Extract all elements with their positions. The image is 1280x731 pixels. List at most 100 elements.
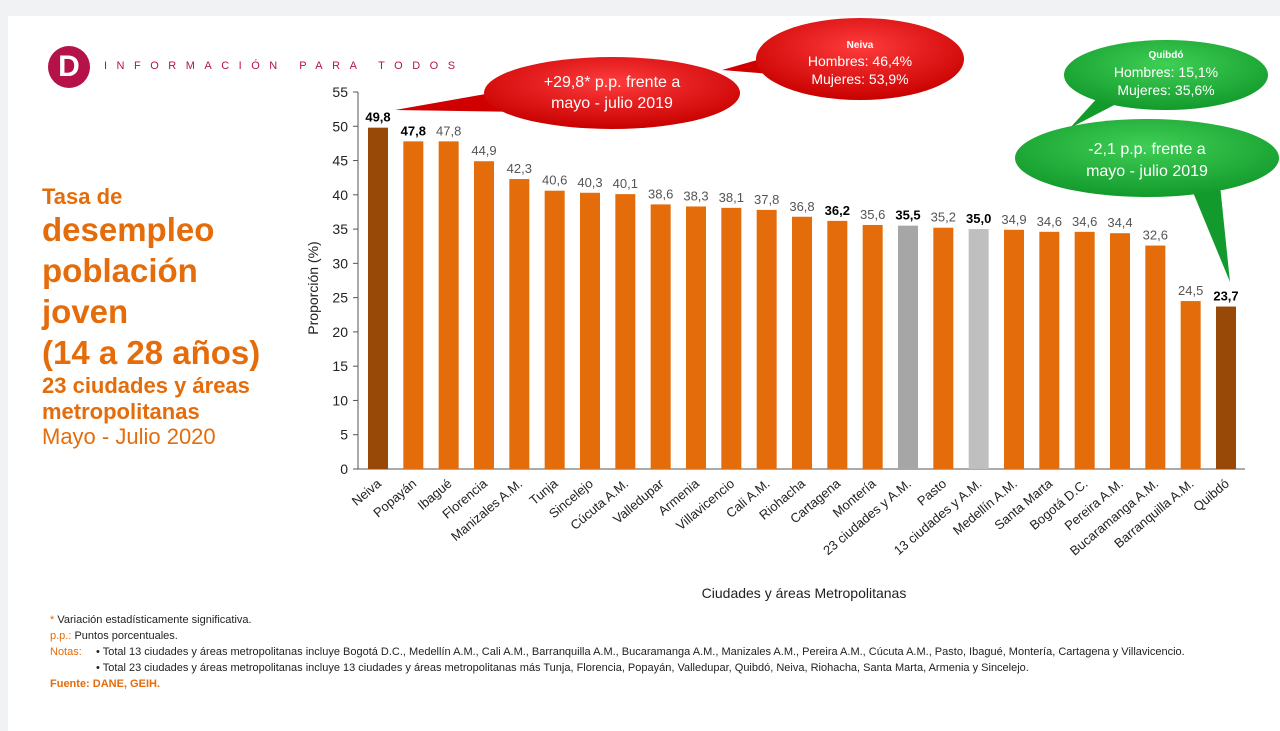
y-tick-label: 15 (332, 358, 348, 374)
data-label: 34,9 (1001, 212, 1026, 227)
data-label: 23,7 (1213, 289, 1238, 304)
source: Fuente: DANE, GEIH. (50, 678, 161, 690)
bar (368, 127, 388, 469)
y-tick-label: 50 (332, 118, 348, 134)
y-tick-label: 55 (332, 84, 348, 100)
data-label: 35,2 (931, 210, 956, 225)
y-tick-label: 40 (332, 187, 348, 203)
data-label: 40,3 (577, 175, 602, 190)
data-label: 34,4 (1107, 215, 1132, 230)
bar (1039, 231, 1060, 469)
bar (544, 190, 565, 470)
callout-text: Mujeres: 35,6% (1117, 82, 1214, 98)
data-label: 49,8 (365, 110, 390, 125)
quibdo-change-callout (1015, 119, 1279, 197)
bar (580, 192, 600, 469)
y-tick-label: 10 (332, 392, 348, 408)
bar (862, 224, 883, 469)
data-label: 36,8 (789, 199, 814, 214)
slide-title: Tasa de desempleo población joven (14 a … (42, 184, 260, 449)
data-label: 24,5 (1178, 283, 1203, 298)
bar (509, 179, 530, 469)
note-text: Puntos porcentuales. (74, 630, 178, 642)
bar (898, 225, 918, 469)
tagline: INFORMACIÓN PARA TODOS (104, 60, 465, 72)
callout-text: Hombres: 46,4% (808, 53, 912, 69)
callout-title: Neiva (847, 40, 874, 51)
note-label: Notas: (50, 646, 82, 658)
data-label: 34,6 (1072, 214, 1097, 229)
callout-text: Hombres: 15,1% (1114, 64, 1218, 80)
data-label: 35,0 (966, 211, 991, 226)
data-label: 42,3 (507, 161, 532, 176)
bar (756, 209, 777, 469)
bar (721, 207, 742, 470)
x-tick-label: Quibdó (1190, 476, 1232, 514)
title-line: joven (42, 293, 129, 331)
title-line: (14 a 28 años) (42, 334, 261, 372)
data-label: 34,6 (1037, 214, 1062, 229)
bar (403, 141, 424, 469)
footnotes: * Variación estadísticamente significati… (50, 612, 1256, 692)
bar (968, 229, 989, 469)
data-label: 36,2 (825, 203, 850, 218)
title-line: Tasa de (42, 184, 123, 209)
callout-text: mayo - julio 2019 (1086, 163, 1208, 180)
callout-text: +29,8* p.p. frente a (544, 74, 681, 91)
bar (792, 216, 812, 469)
note-label: p.p.: (50, 630, 72, 642)
y-tick-label: 0 (340, 461, 348, 477)
data-label: 47,8 (436, 123, 461, 138)
bar (1110, 233, 1130, 469)
bar (615, 194, 636, 469)
data-label: 40,6 (542, 173, 567, 188)
x-axis-label: Ciudades y áreas Metropolitanas (702, 585, 907, 601)
callout-text: mayo - julio 2019 (551, 95, 673, 112)
bar (1145, 245, 1166, 469)
data-label: 38,3 (683, 188, 708, 203)
bar (474, 161, 494, 470)
y-tick-label: 5 (340, 427, 348, 443)
data-label: 38,6 (648, 186, 673, 201)
bar (1216, 306, 1236, 469)
title-line: población (42, 252, 198, 290)
data-label: 32,6 (1143, 228, 1168, 243)
note-text: Variación estadísticamente significativa… (57, 614, 252, 626)
title-line: desempleo (42, 211, 215, 249)
bar (827, 220, 848, 469)
bar (686, 206, 706, 470)
neiva-sex-callout (756, 18, 964, 100)
dane-logo: D (48, 46, 90, 88)
callout-text: -2,1 p.p. frente a (1088, 141, 1206, 158)
title-line: metropolitanas (42, 398, 200, 424)
callout-text: Mujeres: 53,9% (811, 71, 908, 87)
data-label: 35,6 (860, 207, 885, 222)
bar (933, 227, 954, 469)
y-tick-label: 45 (332, 153, 348, 169)
callout-title: Quibdó (1149, 50, 1184, 61)
data-label: 35,5 (895, 208, 920, 223)
title-line: Mayo - Julio 2020 (42, 423, 216, 449)
quibdo-sex-callout (1064, 40, 1268, 110)
y-tick-label: 20 (332, 324, 348, 340)
note-text: • Total 23 ciudades y áreas metropolitan… (96, 662, 1029, 674)
bar (1004, 229, 1024, 469)
y-axis-label: Proporción (%) (305, 241, 321, 334)
y-tick-label: 35 (332, 221, 348, 237)
y-tick-label: 30 (332, 255, 348, 271)
bar (1074, 231, 1095, 469)
title-line: 23 ciudades y áreas (42, 373, 250, 399)
asterisk: * (50, 614, 55, 626)
y-tick-label: 25 (332, 290, 348, 306)
callout-tail (1190, 185, 1230, 282)
data-label: 44,9 (471, 143, 496, 158)
bar (438, 141, 459, 469)
data-label: 47,8 (401, 123, 426, 138)
note-text: • Total 13 ciudades y áreas metropolitan… (96, 646, 1185, 658)
bar (1180, 301, 1201, 469)
neiva-change-callout (484, 57, 740, 129)
bar (650, 204, 671, 469)
data-label: 38,1 (719, 190, 744, 205)
data-label: 40,1 (613, 176, 638, 191)
